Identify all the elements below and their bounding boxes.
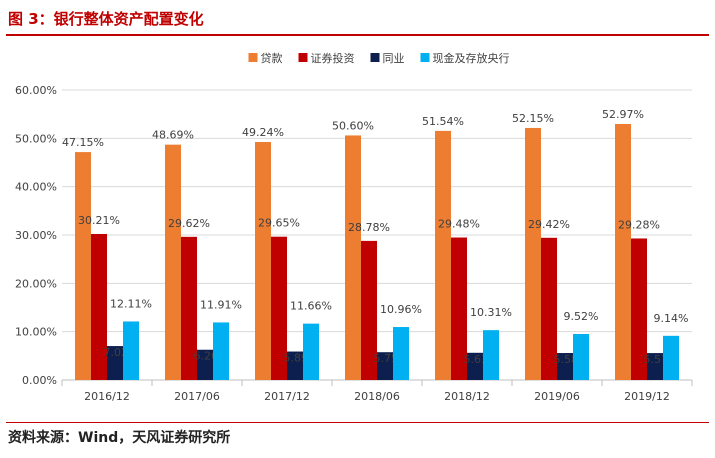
data-label: 47.15% <box>62 136 104 149</box>
data-label: 9.52% <box>564 310 599 323</box>
legend-swatch <box>248 53 258 62</box>
legend-label: 现金及存放央行 <box>433 51 510 65</box>
data-label: 28.78% <box>348 221 390 234</box>
bar-0-4 <box>435 130 451 380</box>
bar-1-4 <box>451 237 467 380</box>
data-label: 10.96% <box>380 303 422 316</box>
data-label: 51.54% <box>422 115 464 128</box>
bar-1-5 <box>541 237 557 380</box>
bar-2-0 <box>107 346 123 380</box>
data-label: 48.69% <box>152 129 194 142</box>
y-tick-label: 30.00% <box>15 229 57 242</box>
data-label: 29.65% <box>258 217 300 230</box>
bar-3-4 <box>483 330 499 380</box>
bar-0-3 <box>345 135 361 380</box>
source-divider <box>6 422 709 423</box>
x-tick-label: 2018/06 <box>354 390 400 403</box>
data-label: 52.97% <box>602 108 644 121</box>
bar-3-2 <box>303 323 319 380</box>
data-label: 29.42% <box>528 218 570 231</box>
bar-1-6 <box>631 238 647 380</box>
y-tick-label: 0.00% <box>22 374 57 387</box>
bar-1-3 <box>361 240 377 380</box>
y-tick-label: 10.00% <box>15 326 57 339</box>
title-divider <box>6 34 709 36</box>
data-label: 29.62% <box>168 217 210 230</box>
bar-0-6 <box>615 123 631 380</box>
x-tick-label: 2019/12 <box>624 390 670 403</box>
legend-swatch <box>298 53 308 62</box>
data-label: 50.60% <box>332 119 374 132</box>
bar-3-3 <box>393 327 409 380</box>
data-label: 49.24% <box>242 126 284 139</box>
data-label: 12.11% <box>110 297 152 310</box>
data-label: 29.48% <box>438 218 480 231</box>
data-label: 10.31% <box>470 306 512 319</box>
data-label: 11.66% <box>290 300 332 313</box>
legend-swatch <box>420 53 430 62</box>
data-label: 30.21% <box>78 214 120 227</box>
bar-0-0 <box>75 152 91 380</box>
legend-label: 贷款 <box>261 51 283 65</box>
y-tick-label: 60.00% <box>15 84 57 97</box>
legend-swatch <box>370 53 380 62</box>
legend-label: 同业 <box>383 52 405 65</box>
data-label: 9.14% <box>654 312 689 325</box>
data-label: 29.28% <box>618 218 660 231</box>
legend-label: 证券投资 <box>311 51 355 65</box>
bar-1-1 <box>181 236 197 380</box>
bar-2-3 <box>377 352 393 380</box>
bar-1-0 <box>91 233 107 380</box>
bar-3-5 <box>573 333 589 380</box>
bar-0-5 <box>525 127 541 380</box>
bar-2-1 <box>197 349 213 380</box>
bar-1-2 <box>271 236 287 380</box>
bar-3-1 <box>213 322 229 380</box>
bar-chart: 0.00% 10.00% 20.00% 30.00% 40.00% 50.00% 60.00… <box>15 51 693 403</box>
bar-0-2 <box>255 142 271 380</box>
x-tick-label: 2016/12 <box>84 390 130 403</box>
figure-title: 图 3：银行整体资产配置变化 <box>8 10 204 28</box>
y-tick-label: 50.00% <box>15 132 57 145</box>
y-tick-label: 20.00% <box>15 277 57 290</box>
bar-2-4 <box>467 352 483 380</box>
bar-3-6 <box>663 335 679 380</box>
x-tick-label: 2017/12 <box>264 390 310 403</box>
data-label: 11.91% <box>200 298 242 311</box>
bar-2-5 <box>557 353 573 380</box>
x-tick-label: 2019/06 <box>534 390 580 403</box>
bar-2-6 <box>647 353 663 380</box>
x-tick-label: 2017/06 <box>174 390 220 403</box>
source-note: 资料来源：Wind，天风证券研究所 <box>8 430 231 446</box>
bar-3-0 <box>123 321 139 380</box>
x-tick-label: 2018/12 <box>444 390 490 403</box>
bar-2-2 <box>287 351 303 380</box>
y-tick-label: 40.00% <box>15 181 57 194</box>
bar-0-1 <box>165 144 181 380</box>
data-label: 52.15% <box>512 112 554 125</box>
